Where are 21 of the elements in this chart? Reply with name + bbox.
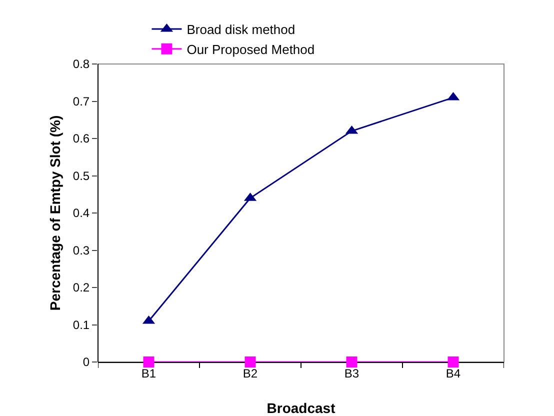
y-tick-label: 0.2 [72,280,90,295]
point [448,356,459,368]
legend-label: Our Proposed Method [186,42,315,57]
point [244,356,256,368]
point [346,356,358,368]
y-tick-label: 0.8 [72,57,90,72]
x-tick-label: B2 [242,366,258,380]
y-axis-title: Percentage of Emtpy Slot (%) [47,115,63,311]
y-tick-label: 0.3 [72,243,90,258]
y-tick-label: 0 [82,355,90,370]
x-axis-title: Broadcast [266,400,336,416]
y-tick-label: 0.7 [72,94,90,108]
x-tick-label: B1 [141,366,156,380]
y-tick-label: 0.4 [72,206,90,220]
point [143,356,154,368]
x-tick-label: B3 [344,366,360,380]
y-tick-label: 0.6 [72,132,90,146]
y-tick-label: 0.1 [72,318,90,332]
legend-label: Broad disk method [186,22,296,38]
y-tick-label: 0.5 [72,168,90,183]
x-tick-label: B4 [446,366,461,380]
